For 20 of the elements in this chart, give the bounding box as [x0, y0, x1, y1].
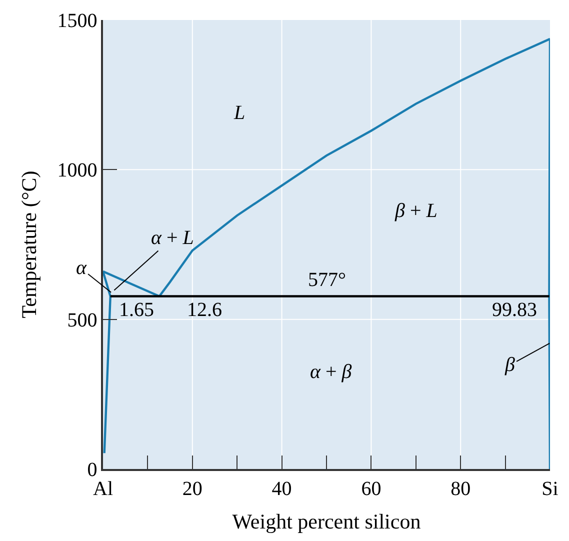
- x-tick-label: 40: [272, 478, 292, 500]
- y-tick-label: 500: [67, 309, 98, 332]
- x-tick-label: 80: [450, 478, 471, 500]
- annotation: α + L: [151, 227, 194, 249]
- x-tick-label: Si: [542, 478, 559, 500]
- annotation: α + β: [310, 361, 352, 383]
- annotation: 1.65: [119, 299, 154, 321]
- annotation: β: [504, 354, 515, 376]
- annotation: 577°: [308, 269, 346, 291]
- y-tick-label: 1000: [57, 160, 98, 182]
- y-axis-title: Temperature (°C): [16, 170, 41, 318]
- x-tick-label: 20: [182, 478, 202, 500]
- annotation: α: [76, 257, 87, 279]
- annotation: 99.83: [492, 299, 537, 321]
- y-tick-label: 1500: [57, 10, 98, 32]
- annotation: β + L: [394, 200, 438, 222]
- x-tick-label: 60: [361, 478, 382, 500]
- annotation: 12.6: [187, 299, 222, 321]
- x-axis-title: Weight percent silicon: [232, 509, 422, 534]
- annotation: L: [233, 102, 246, 124]
